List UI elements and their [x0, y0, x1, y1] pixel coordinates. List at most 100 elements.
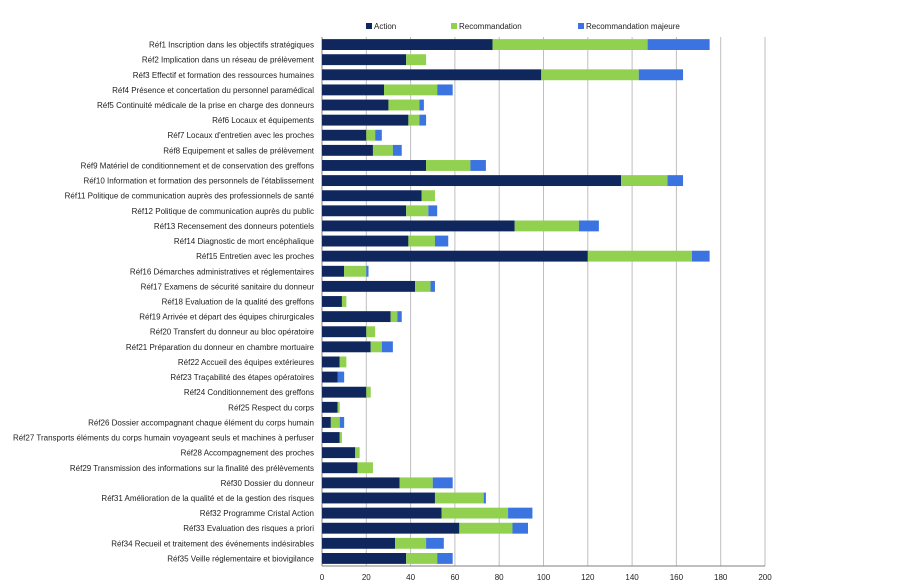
legend-swatch — [578, 23, 584, 29]
x-tick-label: 180 — [714, 573, 728, 582]
category-labels: Réf1 Inscription dans les objectifs stra… — [13, 41, 315, 564]
category-label: Réf33 Evaluation des risques a priori — [183, 524, 314, 533]
category-label: Réf23 Traçabilité des étapes opératoires — [170, 373, 314, 382]
bar-segment — [322, 386, 367, 398]
bar-segment — [375, 129, 382, 141]
bar-segment — [408, 235, 435, 247]
bar-segment — [392, 144, 402, 156]
bar-segment — [388, 99, 420, 111]
x-tick-label: 80 — [495, 573, 504, 582]
bar-segment — [322, 371, 338, 383]
category-label: Réf22 Accueil des équipes extérieures — [178, 358, 314, 367]
bar-segment — [691, 250, 710, 262]
x-tick-label: 40 — [406, 573, 415, 582]
bar-segment — [437, 84, 453, 96]
bar-segment — [322, 341, 371, 353]
bar-segment — [322, 462, 358, 474]
bar-segment — [441, 507, 509, 519]
bar-segment — [337, 401, 340, 413]
category-label: Réf9 Matériel de conditionnement et de c… — [81, 161, 314, 170]
bar-segment — [322, 537, 396, 549]
bar-segment — [322, 416, 331, 428]
bar-segment — [419, 114, 427, 126]
category-label: Réf15 Entretien avec les proches — [196, 252, 314, 261]
legend: Action Recommandation Recommandation majeu… — [366, 22, 680, 31]
x-tick-label: 60 — [450, 573, 459, 582]
x-tick-labels: 0 20 40 60 80 100 120 140 160 180 200 — [320, 573, 772, 582]
bar-segment — [322, 220, 515, 232]
bar-segment — [322, 326, 367, 338]
bar-segment — [322, 235, 409, 247]
bar-segment — [415, 280, 431, 292]
bar-segment — [397, 311, 402, 323]
bar-segment — [587, 250, 692, 262]
bar-segment — [434, 235, 449, 247]
x-tick-label: 100 — [537, 573, 551, 582]
bar-segment — [434, 492, 484, 504]
bar-segment — [322, 175, 622, 187]
bar-segment — [647, 39, 710, 50]
bar-segment — [372, 144, 393, 156]
category-label: Réf3 Effectif et formation des ressource… — [133, 71, 314, 80]
legend-swatch — [366, 23, 372, 29]
bar-segment — [322, 69, 542, 81]
bar-segment — [322, 84, 385, 96]
bar-segment — [322, 432, 340, 443]
category-label: Réf18 Evaluation de la qualité des greff… — [162, 298, 314, 307]
category-label: Réf1 Inscription dans les objectifs stra… — [149, 41, 314, 50]
category-label: Réf21 Préparation du donneur en chambre … — [126, 343, 315, 352]
bar-segment — [341, 296, 347, 307]
category-label: Réf19 Arrivée et départ des équipes chir… — [139, 313, 314, 322]
category-label: Réf17 Examens de sécurité sanitaire du d… — [141, 282, 315, 291]
category-label: Réf34 Recueil et traitement des événemen… — [111, 539, 314, 548]
category-label: Réf14 Diagnostic de mort encéphalique — [174, 237, 315, 246]
bar-segment — [428, 205, 438, 217]
bar-segment — [322, 265, 345, 277]
bar-segment — [432, 477, 453, 489]
bar-segment — [322, 54, 407, 66]
legend-label: Action — [374, 22, 396, 31]
bar-segment — [322, 507, 442, 519]
category-label: Réf28 Accompagnement des proches — [181, 449, 314, 458]
bar-segment — [406, 205, 429, 217]
bar-segment — [322, 296, 342, 307]
x-tick-label: 20 — [362, 573, 371, 582]
bar-segment — [322, 144, 373, 156]
legend-label: Recommandation — [459, 22, 522, 31]
category-label: Réf2 Implication dans un réseau de prélè… — [142, 56, 315, 65]
bar-segment — [512, 522, 528, 534]
bar-segment — [492, 39, 648, 50]
bar-segment — [322, 280, 416, 292]
bar-segment — [357, 462, 373, 474]
bar-segment — [322, 99, 389, 111]
category-label: Réf4 Présence et concertation du personn… — [112, 86, 314, 95]
bar-segment — [421, 190, 435, 202]
x-tick-label: 0 — [320, 573, 325, 582]
bar-segment — [322, 356, 340, 368]
bar-segment — [322, 401, 338, 413]
category-label: Réf35 Veille réglementaire et biovigilan… — [167, 554, 314, 563]
bar-segment — [470, 160, 486, 171]
bar-segment — [459, 522, 513, 534]
category-label: Réf20 Transfert du donneur au bloc opéra… — [150, 328, 315, 337]
bar-segment — [370, 341, 382, 353]
category-label: Réf26 Dossier accompagnant chaque élémen… — [88, 418, 314, 427]
category-label: Réf11 Politique de communication auprès … — [65, 192, 315, 201]
bar-segment — [390, 311, 398, 323]
bar-segment — [406, 553, 438, 564]
x-tick-label: 160 — [670, 573, 684, 582]
bar-segment — [339, 416, 345, 428]
category-label: Réf7 Locaux d'entretien avec les proches — [167, 131, 314, 140]
bar-segment — [508, 507, 533, 519]
bar-segment — [667, 175, 684, 187]
bar-segment — [322, 311, 391, 323]
bar-segment — [322, 492, 435, 504]
bar-segment — [384, 84, 438, 96]
bar-segment — [437, 553, 453, 564]
bar-segment — [330, 416, 340, 428]
bar-segment — [322, 114, 409, 126]
bar-segment — [426, 537, 444, 549]
bar-segment — [344, 265, 367, 277]
bar-segment — [322, 447, 356, 459]
x-tick-label: 140 — [625, 573, 639, 582]
